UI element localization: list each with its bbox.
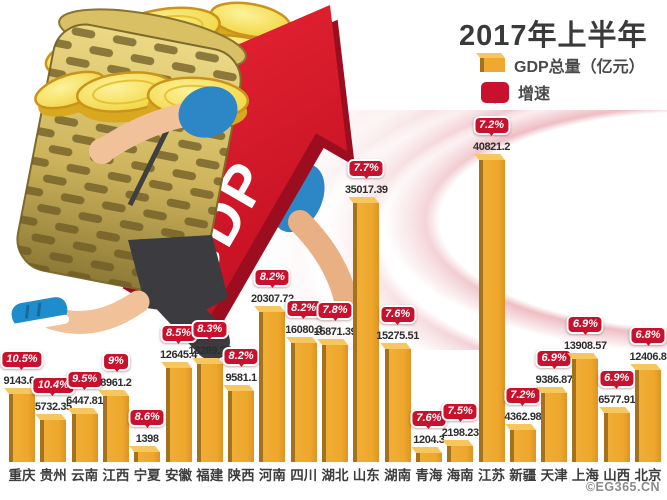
gdp-value-label: 4362.98 xyxy=(504,411,542,423)
gdp-value-label: 1204.3 xyxy=(413,434,445,446)
province-label: 海南 xyxy=(446,468,474,483)
growth-rate-bubble: 6.9% xyxy=(598,369,636,389)
gdp-bar xyxy=(228,391,255,462)
gdp-bar xyxy=(196,364,223,462)
gdp-bar xyxy=(165,368,192,462)
province-label: 湖北 xyxy=(321,468,349,483)
gdp-bar xyxy=(447,446,474,462)
gdp-bar xyxy=(71,414,98,462)
growth-bubble-legend-icon xyxy=(481,81,509,104)
gdp-bar xyxy=(102,396,129,462)
gdp-value-label: 9581.1 xyxy=(225,372,257,384)
gdp-bar xyxy=(478,160,505,462)
gdp-value-label: 8961.2 xyxy=(100,377,132,389)
growth-rate-bubble: 10.5% xyxy=(0,350,44,370)
growth-rate-bubble: 6.9% xyxy=(535,349,573,369)
gdp-bar xyxy=(541,393,568,462)
gdp-value-label: 5732.35 xyxy=(34,401,72,413)
growth-rate-bubble: 7.7% xyxy=(347,159,385,179)
gdp-value-label: 6577.91 xyxy=(598,394,636,406)
gdp-value-label: 9386.87 xyxy=(535,374,573,386)
gdp-bar xyxy=(415,453,442,462)
province-label: 青海 xyxy=(415,468,443,483)
gdp-bar xyxy=(9,394,35,462)
growth-rate-bubble: 8.2% xyxy=(222,347,260,367)
legend-growth-label: 增速 xyxy=(518,86,551,103)
gdp-bar xyxy=(509,430,536,462)
growth-rate-bubble: 8.3% xyxy=(191,320,229,340)
province-label: 新疆 xyxy=(509,468,537,483)
gdp-value-label: 9143.64 xyxy=(3,375,41,387)
growth-rate-bubble: 8.2% xyxy=(253,268,291,288)
page-title: 2017年上半年 xyxy=(459,20,648,52)
gdp-value-label: 2198.23 xyxy=(441,427,479,439)
growth-rate-bubble: 7.5% xyxy=(441,402,479,422)
province-label: 上海 xyxy=(571,468,599,483)
province-label: 重庆 xyxy=(8,468,36,483)
growth-rate-bubble: 7.6% xyxy=(379,305,417,325)
gdp-bar-legend-icon xyxy=(480,58,505,72)
province-label: 江苏 xyxy=(478,468,505,483)
province-label: 云南 xyxy=(71,468,99,483)
growth-rate-bubble: 7.6% xyxy=(410,409,448,429)
gdp-value-label: 40821.2 xyxy=(473,141,510,153)
province-label: 天津 xyxy=(540,468,568,483)
growth-rate-bubble: 9% xyxy=(101,352,130,372)
gdp-value-label: 35017.39 xyxy=(344,184,388,196)
province-label: 四川 xyxy=(290,468,318,483)
watermark: ©EG365.CN xyxy=(585,480,660,494)
province-label: 河南 xyxy=(258,468,286,483)
growth-rate-bubble: 7.2% xyxy=(504,386,542,406)
province-label: 北京 xyxy=(634,468,662,483)
gdp-bar xyxy=(384,349,411,462)
gdp-bar xyxy=(290,343,317,462)
gdp-bar xyxy=(603,413,630,462)
legend-gdp-label: GDP总量（亿元） xyxy=(514,59,645,76)
province-label: 江西 xyxy=(102,468,130,483)
growth-rate-bubble: 8.6% xyxy=(128,408,166,428)
gdp-value-label: 12406.8 xyxy=(629,351,667,363)
growth-rate-bubble: 6.9% xyxy=(566,315,604,335)
legend-item-gdp: GDP总量（亿元） xyxy=(480,53,645,77)
growth-rate-bubble: 7.8% xyxy=(316,301,354,321)
province-label: 湖南 xyxy=(384,468,412,483)
province-label: 贵州 xyxy=(39,468,67,483)
gdp-bar xyxy=(635,370,661,462)
gdp-value-label: 6447.81 xyxy=(66,395,104,407)
growth-rate-bubble: 6.8% xyxy=(629,326,667,346)
gdp-bar xyxy=(322,345,348,462)
province-label: 山西 xyxy=(603,468,631,483)
gdp-bar xyxy=(134,452,161,462)
growth-rate-bubble: 9.5% xyxy=(66,370,104,390)
province-label: 福建 xyxy=(196,468,224,483)
gdp-bar xyxy=(40,420,67,462)
province-label: 安徽 xyxy=(165,468,192,483)
gdp-value-label: 1398 xyxy=(135,433,159,445)
growth-rate-bubble: 7.2% xyxy=(472,116,511,136)
gdp-value-label: 15275.51 xyxy=(376,330,419,342)
legend-item-growth: 增速 xyxy=(481,80,550,104)
gdp-value-label: 13908.57 xyxy=(564,340,607,352)
province-label: 陕西 xyxy=(227,468,255,483)
province-label: 宁夏 xyxy=(133,468,161,483)
gdp-bar xyxy=(572,359,599,462)
province-label: 山东 xyxy=(352,468,380,483)
